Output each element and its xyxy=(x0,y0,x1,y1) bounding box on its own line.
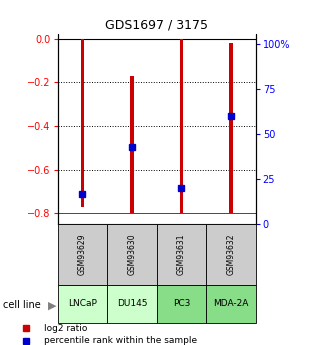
Text: PC3: PC3 xyxy=(173,299,190,308)
Text: GSM93630: GSM93630 xyxy=(127,234,137,275)
FancyBboxPatch shape xyxy=(107,224,157,285)
FancyBboxPatch shape xyxy=(107,285,157,323)
FancyBboxPatch shape xyxy=(157,224,206,285)
Text: MDA-2A: MDA-2A xyxy=(213,299,249,308)
FancyBboxPatch shape xyxy=(157,285,206,323)
Text: cell line: cell line xyxy=(3,300,41,310)
FancyBboxPatch shape xyxy=(58,285,107,323)
Text: GSM93632: GSM93632 xyxy=(226,234,236,275)
Text: log2 ratio: log2 ratio xyxy=(44,324,87,333)
Text: percentile rank within the sample: percentile rank within the sample xyxy=(44,336,197,345)
Bar xyxy=(180,39,183,213)
Text: DU145: DU145 xyxy=(117,299,147,308)
Bar xyxy=(81,39,84,207)
Text: GSM93629: GSM93629 xyxy=(78,234,87,275)
FancyBboxPatch shape xyxy=(58,224,107,285)
Title: GDS1697 / 3175: GDS1697 / 3175 xyxy=(105,19,208,32)
Text: GSM93631: GSM93631 xyxy=(177,234,186,275)
Bar xyxy=(229,43,233,213)
Text: LNCaP: LNCaP xyxy=(68,299,97,308)
Bar xyxy=(130,76,134,213)
Text: ▶: ▶ xyxy=(48,300,56,310)
FancyBboxPatch shape xyxy=(206,224,256,285)
FancyBboxPatch shape xyxy=(206,285,256,323)
